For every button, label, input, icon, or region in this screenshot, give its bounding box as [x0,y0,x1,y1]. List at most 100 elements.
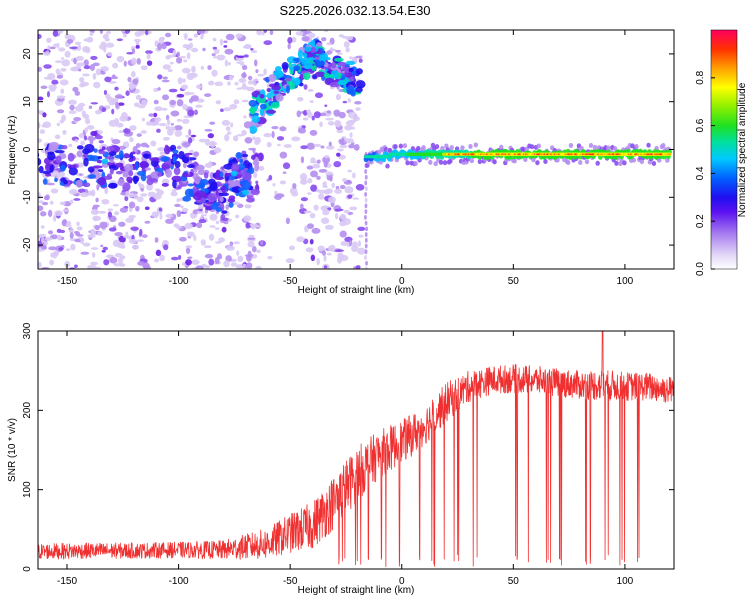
cluster-blob [219,196,224,203]
tone-halo [566,159,571,165]
noise-blob [158,123,168,127]
noise-blob [182,78,186,83]
noise-blob [146,183,154,191]
noise-blob [247,75,253,81]
noise-blob [80,237,85,245]
noise-blob [184,91,192,96]
noise-blob [167,69,173,73]
noise-blob [197,30,206,34]
noise-blob [218,237,225,243]
noise-blob [173,223,180,228]
noise-blob [255,124,263,127]
noise-blob [260,239,264,246]
noise-blob [324,224,334,230]
noise-blob [251,224,256,230]
x-tick-label: 100 [617,576,634,587]
noise-blob [352,116,361,122]
cluster-blob [68,164,77,168]
stripe-blob [364,209,368,215]
noise-blob [38,96,44,101]
noise-blob [157,42,162,51]
noise-blob [94,224,101,231]
cluster-blob [254,153,259,157]
cluster-blob [227,198,236,203]
cluster-blob [289,82,295,90]
noise-blob [137,182,142,187]
x-tick-label: -150 [57,276,77,287]
noise-blob [339,254,349,262]
noise-blob [55,68,61,75]
noise-blob [342,100,348,104]
figure-title: S225.2026.032.13.54.E30 [279,3,430,18]
noise-blob [241,99,249,103]
noise-blob [117,102,125,106]
colorbar-ticks: 0.0 0.2 0.4 0.6 0.8 [695,70,715,276]
noise-blob [62,209,69,212]
noise-blob [263,132,272,138]
noise-blob [350,126,356,130]
noise-blob [208,258,215,266]
noise-blob [238,78,247,83]
stripe-blob [364,232,368,237]
noise-blob [347,169,352,173]
noise-blob [52,214,57,222]
noise-blob [104,76,112,83]
noise-blob [60,57,64,60]
noise-blob [196,84,203,89]
noise-blob [56,122,61,127]
noise-blob [141,117,146,122]
noise-blob [189,72,198,78]
noise-blob [223,107,232,112]
noise-blob [86,36,94,43]
noise-blob [182,44,190,49]
stripe-blob [364,243,368,249]
cluster-blob [248,108,258,112]
cluster-blob [61,164,66,171]
cluster-blob [160,156,170,162]
noise-blob [338,154,346,160]
noise-blob [136,133,142,137]
noise-blob [198,219,207,224]
tone-halo [512,158,517,164]
cluster-blob [109,159,114,164]
noise-blob [326,110,331,114]
noise-blob [52,30,59,37]
cluster-blob [305,52,313,59]
noise-blob [38,66,42,72]
noise-blob [43,240,48,246]
noise-blob [241,129,247,136]
noise-blob [357,226,366,231]
noise-blob [325,145,335,150]
colorbar-scale [710,29,738,270]
noise-blob [223,40,228,44]
noise-blob [323,254,327,262]
cluster-blob [173,167,181,176]
noise-blob [344,125,353,131]
noise-blob [322,156,331,164]
noise-blob [301,35,310,42]
cluster-blob [148,178,158,183]
cluster-blob [235,152,243,159]
stripe-blob [363,214,367,220]
hot-blob [101,158,109,165]
noise-blob [101,249,106,253]
noise-blob [113,262,122,267]
noise-blob [221,217,229,222]
noise-blob [217,253,222,260]
noise-blob [85,118,91,125]
noise-blob [141,234,148,238]
noise-blob [344,186,354,194]
noise-blob [111,108,115,115]
noise-blob [132,78,139,85]
cluster-blob [123,153,130,159]
spectrogram-marks [38,30,672,269]
noise-blob [38,200,44,204]
x-tick-label: 0 [399,576,405,587]
noise-blob [94,135,103,140]
noise-blob [56,109,65,114]
noise-blob [64,33,71,40]
tone-halo [499,144,504,150]
cluster-blob [128,170,134,177]
tone-halo [535,160,540,166]
noise-blob [47,230,54,235]
